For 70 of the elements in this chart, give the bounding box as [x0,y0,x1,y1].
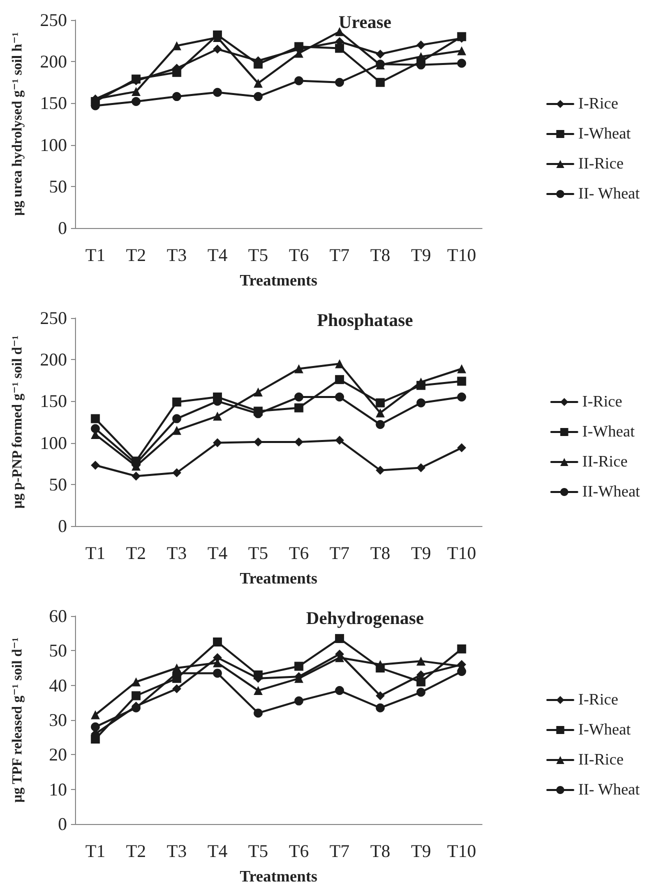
x-tick-label: T9 [410,245,431,265]
x-tick-label: T2 [126,841,146,861]
y-tick-label: 100 [40,432,67,453]
legend-label: II-Rice [578,752,624,768]
legend-label: II-Rice [582,454,628,470]
legend-label: I-Wheat [578,722,632,738]
legend-label: II-Wheat [582,484,641,500]
legend-label: I-Wheat [578,126,632,142]
y-tick-label: 40 [49,675,67,696]
y-tick-label: 10 [49,779,67,800]
x-tick-label: T4 [207,245,228,265]
y-tick-label: 150 [40,93,67,114]
x-axis-title: Treatments [240,570,318,588]
chart-title: Urease [338,12,392,32]
y-axis-title: µg p-PNP formed g⁻¹ soil d⁻¹ [10,335,26,509]
y-tick-label: 100 [40,134,67,155]
x-tick-label: T7 [330,543,350,563]
legend-label: II-Rice [578,156,624,172]
x-tick-label: T5 [248,245,268,265]
y-tick-label: 0 [58,218,67,238]
y-tick-label: 0 [58,516,67,536]
x-tick-label: T9 [410,543,431,563]
legend-label: I-Wheat [582,424,636,440]
x-tick-label: T2 [126,543,146,563]
y-tick-label: 250 [40,308,67,328]
x-tick-label: T1 [85,841,106,861]
legend-label: II- Wheat [578,186,640,202]
chart-title: Phosphatase [316,310,414,330]
x-axis-title: Treatments [240,868,318,886]
y-tick-label: 250 [40,10,67,30]
chart-title: Dehydrogenase [306,608,424,628]
legend-label: I-Rice [578,692,618,708]
y-tick-label: 50 [49,176,67,196]
y-tick-label: 0 [58,814,67,834]
x-tick-label: T10 [447,543,476,563]
y-tick-label: 50 [49,474,67,494]
y-tick-label: 150 [40,391,67,412]
y-axis-title: µg urea hydrolysed g⁻¹ soil h⁻¹ [10,32,26,216]
x-tick-label: T6 [288,841,309,861]
x-tick-label: T3 [166,543,187,563]
x-tick-label: T8 [370,543,390,563]
x-tick-label: T7 [330,245,350,265]
x-tick-label: T2 [126,245,146,265]
x-axis-title: Treatments [240,272,318,290]
x-tick-label: T1 [85,543,106,563]
x-tick-label: T3 [166,841,187,861]
y-tick-label: 60 [49,606,67,626]
x-tick-label: T10 [447,841,476,861]
legend-label: I-Rice [578,96,618,112]
x-tick-label: T9 [410,841,431,861]
x-tick-label: T6 [288,543,309,563]
legend-label: I-Rice [582,394,622,410]
x-tick-label: T10 [447,245,476,265]
x-tick-label: T8 [370,841,390,861]
x-tick-label: T4 [207,543,228,563]
x-tick-label: T3 [166,245,187,265]
y-axis-title: µg TPF released g⁻¹ soil d⁻¹ [10,637,26,803]
x-tick-label: T5 [248,841,268,861]
y-tick-label: 200 [40,52,67,72]
x-tick-label: T6 [288,245,309,265]
legend-label: II- Wheat [578,782,640,798]
y-tick-label: 20 [49,744,67,765]
x-tick-label: T8 [370,245,390,265]
y-tick-label: 200 [40,350,67,370]
x-tick-label: T5 [248,543,268,563]
x-tick-label: T7 [330,841,350,861]
x-tick-label: T1 [85,245,106,265]
x-tick-label: T4 [207,841,228,861]
y-tick-label: 30 [49,710,67,730]
y-tick-label: 50 [49,640,67,661]
